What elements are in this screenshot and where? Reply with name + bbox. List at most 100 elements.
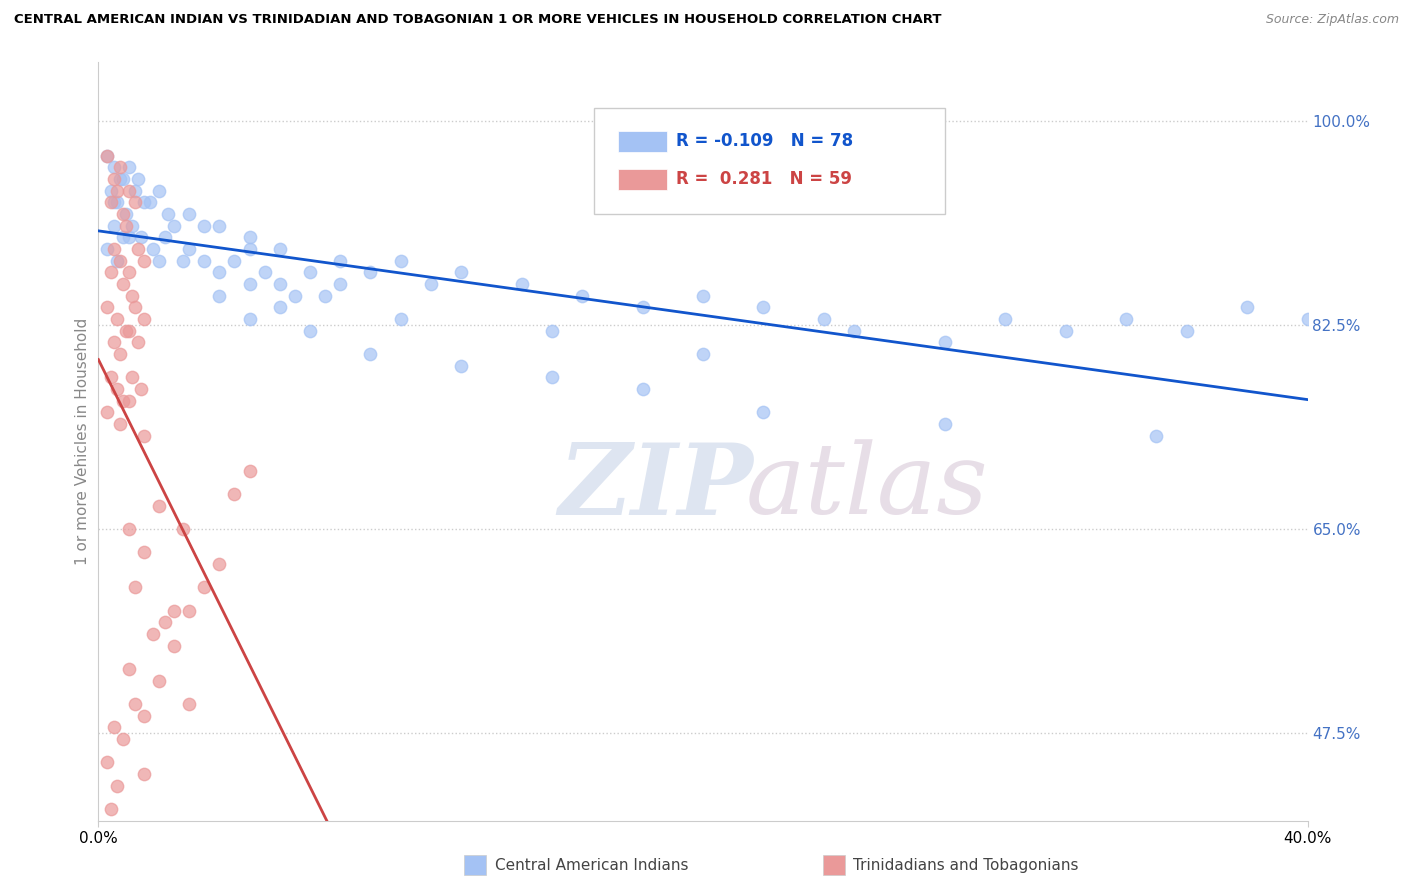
Point [132,195,155,210]
Point [111,230,134,244]
Point [103,242,125,256]
Point [132,253,155,268]
Point [692,289,714,303]
Point [96,149,118,163]
Point [103,172,125,186]
Point [105,312,128,326]
Point [108,172,131,186]
Point [103,161,125,175]
Point [148,184,170,198]
Point [269,242,291,256]
Point [105,382,128,396]
Point [193,219,215,233]
Point [108,417,131,431]
Point [163,604,186,618]
Point [179,242,201,256]
Point [208,265,231,279]
Point [540,370,562,384]
Point [111,277,134,291]
Point [360,265,382,279]
Point [329,277,352,291]
Point [127,242,149,256]
Point [1115,312,1137,326]
Point [132,545,155,559]
Point [129,230,152,244]
Point [148,253,170,268]
Point [239,242,262,256]
Point [239,230,262,244]
Text: Central American Indians: Central American Indians [495,858,689,872]
Point [114,207,136,221]
Point [132,428,155,442]
Point [121,219,143,233]
Point [108,161,131,175]
Point [96,301,118,315]
Point [105,184,128,198]
FancyBboxPatch shape [619,169,666,190]
Point [239,277,262,291]
Point [299,324,322,338]
Text: ZIP: ZIP [558,439,752,535]
Point [124,184,146,198]
Point [153,615,176,630]
Point [692,347,714,361]
Point [114,324,136,338]
Point [631,382,654,396]
Point [156,207,179,221]
Point [111,207,134,221]
Point [284,289,307,303]
Point [129,382,152,396]
Point [179,604,201,618]
Point [100,195,122,210]
Point [118,161,141,175]
Point [108,347,131,361]
FancyBboxPatch shape [619,130,666,152]
Point [118,265,141,279]
Text: R = -0.109   N = 78: R = -0.109 N = 78 [676,132,853,150]
Point [299,265,322,279]
Point [103,195,125,210]
Point [100,184,122,198]
Point [540,324,562,338]
Point [121,289,143,303]
Point [389,312,412,326]
Point [127,335,149,350]
Point [132,708,155,723]
Point [103,219,125,233]
Point [118,324,141,338]
Point [193,580,215,594]
Point [844,324,866,338]
Point [314,289,336,303]
Point [124,301,146,315]
Point [132,312,155,326]
Point [1296,312,1319,326]
Point [571,289,593,303]
Point [96,149,118,163]
Point [224,253,246,268]
Point [752,301,775,315]
Point [103,335,125,350]
FancyBboxPatch shape [595,108,945,214]
Point [127,172,149,186]
Point [208,289,231,303]
Text: CENTRAL AMERICAN INDIAN VS TRINIDADIAN AND TOBAGONIAN 1 OR MORE VEHICLES IN HOUS: CENTRAL AMERICAN INDIAN VS TRINIDADIAN A… [14,13,942,27]
Point [139,195,162,210]
Text: R =  0.281   N = 59: R = 0.281 N = 59 [676,170,852,188]
Point [389,253,412,268]
Point [1146,428,1168,442]
Point [934,335,956,350]
Point [148,499,170,513]
Point [108,253,131,268]
Point [96,405,118,419]
Point [269,277,291,291]
Point [103,720,125,734]
Point [96,756,118,770]
Point [124,580,146,594]
Point [752,405,775,419]
Point [253,265,276,279]
Point [360,347,382,361]
Point [163,639,186,653]
Point [1175,324,1198,338]
Point [172,253,194,268]
Point [179,697,201,711]
